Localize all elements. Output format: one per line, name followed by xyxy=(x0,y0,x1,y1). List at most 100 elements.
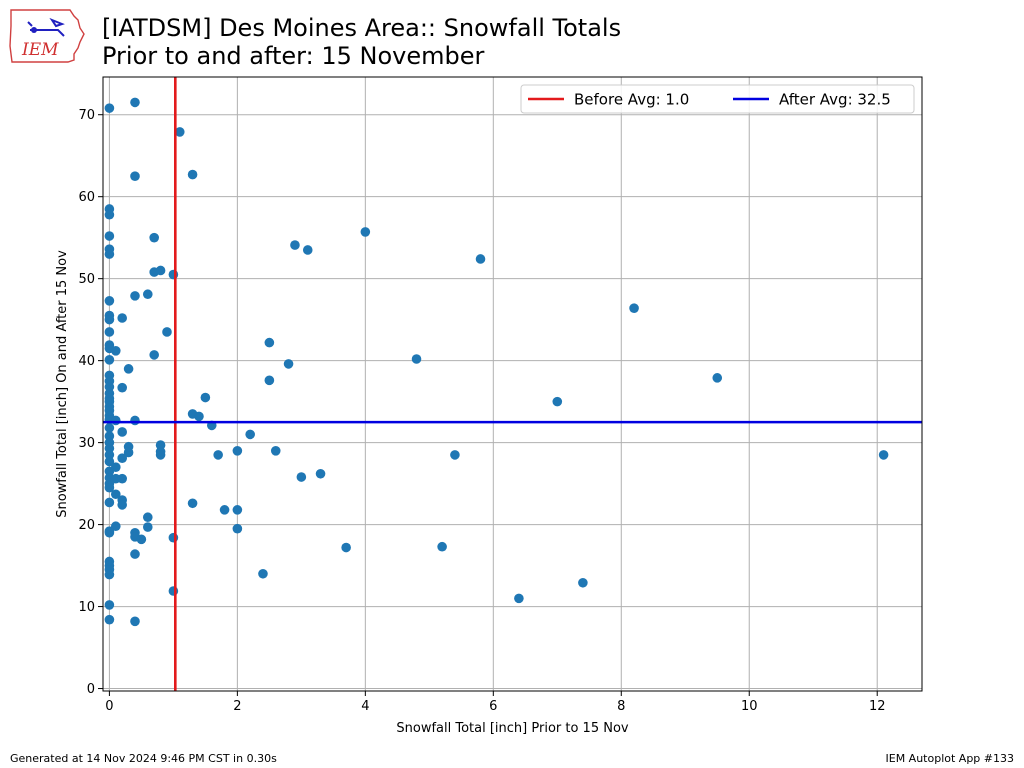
data-point xyxy=(104,527,115,538)
data-point xyxy=(117,453,127,463)
data-point xyxy=(142,289,153,300)
data-point xyxy=(552,396,563,407)
data-point xyxy=(110,345,121,356)
data-point xyxy=(104,209,115,220)
x-tick-label: 0 xyxy=(105,699,113,714)
data-point xyxy=(104,355,115,365)
weather-symbol xyxy=(27,17,65,37)
data-point xyxy=(104,466,115,477)
legend-box xyxy=(520,84,915,114)
data-point xyxy=(878,450,889,460)
data-point xyxy=(149,350,159,360)
generated-timestamp: Generated at 14 Nov 2024 9:46 PM CST in … xyxy=(10,752,277,765)
data-point xyxy=(475,254,486,264)
data-point xyxy=(149,232,159,243)
y-tick-label: 0 xyxy=(87,682,95,697)
data-point xyxy=(232,523,243,534)
data-point xyxy=(296,472,307,482)
weather-dot xyxy=(31,27,37,33)
data-point xyxy=(187,169,198,180)
data-point xyxy=(245,429,255,440)
data-point xyxy=(360,227,371,237)
legend: Before Avg: 1.0 After Avg: 32.5 xyxy=(520,84,915,114)
data-point xyxy=(155,450,166,460)
data-point xyxy=(232,446,243,456)
y-axis-ticks: 0 10 20 30 40 50 60 70 xyxy=(78,108,103,697)
data-point xyxy=(200,392,211,403)
data-point xyxy=(514,593,524,604)
data-point xyxy=(104,456,115,467)
data-point xyxy=(130,291,140,301)
data-point xyxy=(117,427,127,437)
x-tick-label: 8 xyxy=(617,699,625,714)
data-point xyxy=(130,171,140,181)
data-point xyxy=(315,468,326,479)
data-point xyxy=(130,549,140,559)
data-point xyxy=(258,568,268,579)
x-tick-label: 6 xyxy=(489,699,497,714)
data-point xyxy=(104,327,115,337)
data-point xyxy=(104,103,115,113)
data-point xyxy=(104,600,115,610)
data-point xyxy=(450,450,460,460)
x-axis-ticks: 0 2 4 6 8 10 12 xyxy=(105,691,885,714)
grid-lines xyxy=(103,77,922,691)
data-point xyxy=(142,522,153,532)
data-point xyxy=(194,411,204,422)
data-points xyxy=(104,97,889,627)
data-point xyxy=(136,534,147,545)
data-point xyxy=(187,498,198,509)
data-point xyxy=(110,415,121,426)
data-point xyxy=(629,303,639,313)
data-point xyxy=(232,505,243,515)
data-point xyxy=(264,337,275,348)
data-point xyxy=(104,295,115,306)
data-point xyxy=(130,616,140,627)
data-point xyxy=(110,489,121,500)
y-axis-label: Snowfall Total [inch] On and After 15 No… xyxy=(55,250,70,518)
data-point xyxy=(341,542,351,553)
data-point xyxy=(270,446,281,456)
data-point xyxy=(283,359,294,369)
data-point xyxy=(290,240,300,250)
autoplot-app-id: IEM Autoplot App #133 xyxy=(885,752,1015,765)
data-point xyxy=(104,382,115,392)
x-tick-label: 4 xyxy=(361,699,369,714)
data-point xyxy=(104,497,115,508)
data-point xyxy=(578,577,588,588)
data-point xyxy=(162,327,172,337)
logo-text: IEM xyxy=(21,40,59,60)
data-point xyxy=(104,423,115,433)
data-point xyxy=(104,450,115,460)
data-point xyxy=(104,482,115,493)
data-point xyxy=(117,500,127,510)
y-tick-label: 50 xyxy=(78,272,95,287)
x-tick-label: 2 xyxy=(233,699,241,714)
legend-label-after: After Avg: 32.5 xyxy=(779,91,891,109)
data-point xyxy=(712,373,723,383)
data-point xyxy=(117,473,127,484)
data-point xyxy=(174,127,185,137)
data-point xyxy=(411,354,422,364)
data-point xyxy=(104,431,115,441)
x-tick-label: 10 xyxy=(741,699,758,714)
data-point xyxy=(130,97,140,108)
data-point xyxy=(104,249,115,259)
data-point xyxy=(142,512,153,523)
data-point xyxy=(104,231,115,241)
iem-logo: IEM xyxy=(9,9,85,63)
data-point xyxy=(168,532,179,543)
data-point xyxy=(155,265,166,276)
data-point xyxy=(104,443,115,454)
x-axis-label: Snowfall Total [inch] Prior to 15 Nov xyxy=(396,721,629,736)
x-tick-label: 12 xyxy=(869,699,886,714)
data-point xyxy=(130,415,140,426)
plot-frame xyxy=(102,76,923,692)
data-point xyxy=(437,541,447,552)
y-tick-label: 70 xyxy=(78,108,95,123)
y-tick-label: 10 xyxy=(78,600,95,615)
data-point xyxy=(104,569,115,580)
data-point xyxy=(168,586,179,596)
data-point xyxy=(104,614,115,625)
